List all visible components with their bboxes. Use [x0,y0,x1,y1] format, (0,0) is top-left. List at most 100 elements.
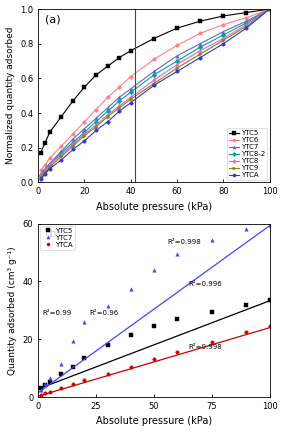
YTC8 [175,62,179,67]
YTC7 [222,29,225,34]
YTC8 [94,123,98,128]
YTC7 [268,222,271,228]
YTC9 [222,38,225,43]
YTCA [106,119,109,124]
YTC9 [198,51,202,57]
YTC7 [198,41,202,46]
YTC9 [94,124,98,130]
YTC8-2 [198,44,202,50]
YTCA [60,157,63,162]
YTC5 [83,356,86,361]
Line: YTC5: YTC5 [39,7,271,155]
YTCA [175,349,179,355]
YTC8-2 [152,72,156,77]
YTCA [39,392,42,397]
YTC5 [210,309,213,314]
YTC6 [129,74,132,79]
YTC6 [44,162,47,168]
YTCA [39,176,42,181]
Line: YTC9: YTC9 [39,7,271,179]
X-axis label: Absolute pressure (kPa): Absolute pressure (kPa) [96,416,212,426]
YTC7 [60,149,63,154]
X-axis label: Absolute pressure (kPa): Absolute pressure (kPa) [96,202,212,212]
Line: YTC7: YTC7 [39,223,271,391]
YTC5 [44,140,47,145]
YTC7 [152,267,156,273]
YTCA [48,166,52,171]
YTC5 [245,302,248,307]
YTCA [210,340,213,345]
Line: YTCA: YTCA [39,324,271,397]
YTCA [83,377,86,382]
YTC7 [129,286,132,291]
YTC8 [48,162,52,168]
YTC9 [106,114,109,119]
YTCA [245,330,248,335]
YTC6 [48,156,52,161]
YTC8 [71,142,75,147]
YTC8-2 [71,140,75,145]
YTC8 [106,112,109,118]
YTCA [71,147,75,152]
YTC7 [245,227,248,232]
YTC5 [106,64,109,69]
YTC9 [71,143,75,149]
YTC8 [222,36,225,41]
YTC8-2 [268,6,271,12]
YTC6 [222,22,225,27]
YTC9 [129,97,132,102]
YTC5 [83,85,86,90]
YTC7 [245,19,248,24]
YTC7 [94,116,98,121]
YTC8-2 [83,130,86,135]
YTC6 [94,107,98,112]
YTC5 [39,150,42,156]
YTC8-2 [94,119,98,124]
YTC6 [175,43,179,48]
YTC7 [106,303,109,308]
YTC8-2 [222,32,225,38]
YTC6 [83,119,86,124]
YTC5 [245,10,248,15]
YTC6 [106,95,109,100]
Y-axis label: Normalized quantity adsorbed: Normalized quantity adsorbed [6,27,14,165]
YTC7 [83,126,86,131]
YTC5 [48,130,52,135]
YTCA [94,128,98,133]
YTC7 [44,381,47,387]
YTC7 [175,53,179,58]
Line: YTC8-2: YTC8-2 [39,7,271,177]
Text: (b): (b) [45,229,61,239]
YTC7 [71,338,75,343]
YTC8 [60,152,63,157]
YTCA [106,372,109,377]
YTC8-2 [60,150,63,156]
YTC8 [39,173,42,178]
YTCA [175,69,179,74]
YTC8 [268,6,271,12]
YTC8 [44,168,47,173]
YTC5 [60,114,63,119]
YTC8 [198,48,202,53]
YTCA [71,381,75,387]
YTC5 [268,298,271,303]
YTC8-2 [44,168,47,173]
YTC5 [175,316,179,321]
YTC5 [268,6,271,12]
YTC7 [175,251,179,257]
Line: YTC8: YTC8 [39,7,271,177]
YTCA [129,100,132,105]
YTC8 [83,131,86,137]
YTC6 [39,168,42,173]
YTC8 [129,95,132,100]
YTC6 [152,57,156,62]
YTC6 [71,131,75,137]
YTC7 [106,105,109,111]
YTCA [152,83,156,88]
YTC7 [268,6,271,12]
YTCA [152,357,156,362]
YTC6 [245,15,248,20]
YTC5 [152,324,156,329]
Legend: YTC5, YTC7, YTCA: YTC5, YTC7, YTCA [40,226,75,250]
YTC9 [83,133,86,138]
